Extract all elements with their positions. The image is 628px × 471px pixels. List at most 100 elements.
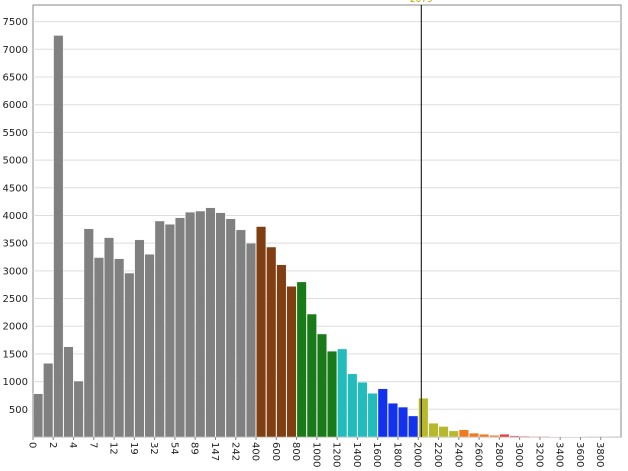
y-tick-label: 4500 bbox=[3, 183, 28, 194]
x-tick-label: 1800 bbox=[391, 442, 402, 467]
y-axis-tick-labels: 500 1000 1500 2000 2500 3000 3500 4000 4500 5000 5… bbox=[3, 17, 28, 416]
x-tick-label: 2 bbox=[47, 442, 58, 448]
x-tick-label: 54 bbox=[168, 442, 179, 455]
y-tick-label: 1500 bbox=[3, 349, 28, 360]
x-tick-label: 2000 bbox=[412, 442, 423, 467]
y-tick-label: 4000 bbox=[3, 211, 28, 222]
bar bbox=[398, 406, 409, 438]
y-tick-label: 7000 bbox=[3, 45, 28, 56]
bar bbox=[357, 381, 368, 438]
bar bbox=[83, 228, 94, 438]
bar bbox=[479, 434, 490, 438]
x-tick-label: 3200 bbox=[533, 442, 544, 467]
x-tick-label: 1600 bbox=[371, 442, 382, 467]
x-tick-label: 3000 bbox=[513, 442, 524, 467]
x-tick-label: 3600 bbox=[574, 442, 585, 467]
bar bbox=[296, 281, 307, 438]
bar bbox=[499, 434, 510, 438]
y-tick-label: 5000 bbox=[3, 156, 28, 167]
x-tick-label: 3800 bbox=[594, 442, 605, 467]
bar bbox=[347, 373, 358, 438]
x-tick-label: 1200 bbox=[331, 442, 342, 467]
bar bbox=[519, 435, 530, 438]
bar bbox=[529, 436, 540, 438]
bar bbox=[276, 264, 287, 438]
bar bbox=[458, 429, 469, 438]
bar bbox=[245, 242, 256, 438]
bar bbox=[154, 220, 165, 438]
bar bbox=[73, 380, 84, 438]
bar bbox=[337, 348, 348, 438]
y-tick-label: 2500 bbox=[3, 294, 28, 305]
bar bbox=[235, 229, 246, 438]
x-tick-label: 2600 bbox=[473, 442, 484, 467]
y-tick-label: 5500 bbox=[3, 128, 28, 139]
bar bbox=[195, 210, 206, 438]
bar bbox=[256, 226, 267, 438]
y-tick-label: 6500 bbox=[3, 73, 28, 84]
x-tick-label: 32 bbox=[148, 442, 159, 455]
bar-series bbox=[33, 35, 621, 438]
y-tick-label: 1000 bbox=[3, 377, 28, 388]
bar bbox=[509, 435, 520, 438]
bar bbox=[539, 436, 550, 438]
bar bbox=[164, 224, 175, 438]
y-tick-label: 3500 bbox=[3, 239, 28, 250]
x-tick-label: 400 bbox=[250, 442, 261, 461]
marker-label: 2079 bbox=[410, 0, 433, 5]
bar bbox=[428, 422, 439, 438]
bar bbox=[367, 393, 378, 438]
bar bbox=[286, 286, 297, 438]
x-tick-label: 12 bbox=[108, 442, 119, 455]
bar bbox=[489, 435, 500, 438]
bar bbox=[215, 212, 226, 438]
gridlines bbox=[33, 21, 621, 410]
x-tick-label: 4 bbox=[67, 442, 78, 448]
x-tick-label: 800 bbox=[290, 442, 301, 461]
x-tick-label: 242 bbox=[229, 442, 240, 461]
bar bbox=[438, 426, 449, 438]
bar bbox=[387, 403, 398, 438]
bar bbox=[134, 239, 145, 438]
bar bbox=[225, 218, 236, 438]
bar bbox=[408, 415, 419, 438]
bar bbox=[53, 35, 64, 438]
bar bbox=[266, 246, 277, 438]
y-tick-label: 500 bbox=[9, 405, 28, 416]
bar bbox=[144, 254, 155, 438]
x-tick-label: 2200 bbox=[432, 442, 443, 467]
bar bbox=[316, 333, 327, 438]
x-tick-label: 2800 bbox=[493, 442, 504, 467]
x-tick-label: 1000 bbox=[310, 442, 321, 467]
bar bbox=[175, 217, 185, 438]
threshold-marker: 2079 bbox=[410, 0, 433, 437]
bar bbox=[104, 237, 115, 438]
x-tick-label: 2400 bbox=[452, 442, 463, 467]
bar bbox=[469, 432, 479, 438]
x-tick-label: 3400 bbox=[554, 442, 565, 467]
bar bbox=[418, 398, 429, 438]
bar bbox=[377, 388, 388, 438]
y-tick-label: 6000 bbox=[3, 100, 28, 111]
bar bbox=[33, 393, 44, 438]
x-tick-label: 600 bbox=[270, 442, 281, 461]
bar bbox=[114, 258, 125, 438]
x-tick-label: 19 bbox=[128, 442, 139, 455]
bar bbox=[43, 363, 54, 438]
bar bbox=[205, 207, 216, 438]
bar bbox=[185, 211, 196, 438]
x-tick-label: 89 bbox=[189, 442, 200, 455]
bar bbox=[448, 430, 459, 438]
bar bbox=[124, 272, 135, 438]
y-tick-label: 3000 bbox=[3, 266, 28, 277]
y-tick-label: 2000 bbox=[3, 322, 28, 333]
bar bbox=[327, 350, 338, 438]
x-tick-label: 0 bbox=[27, 442, 38, 448]
x-tick-label: 7 bbox=[87, 442, 98, 448]
x-axis-tick-labels: 0 2 4 7 12 19 32 54 89 147 242 400 600 800 1000 1200 140… bbox=[27, 437, 605, 467]
x-tick-label: 1400 bbox=[351, 442, 362, 467]
bar bbox=[63, 346, 74, 438]
x-tick-label: 147 bbox=[209, 442, 220, 461]
y-tick-label: 7500 bbox=[3, 17, 28, 28]
